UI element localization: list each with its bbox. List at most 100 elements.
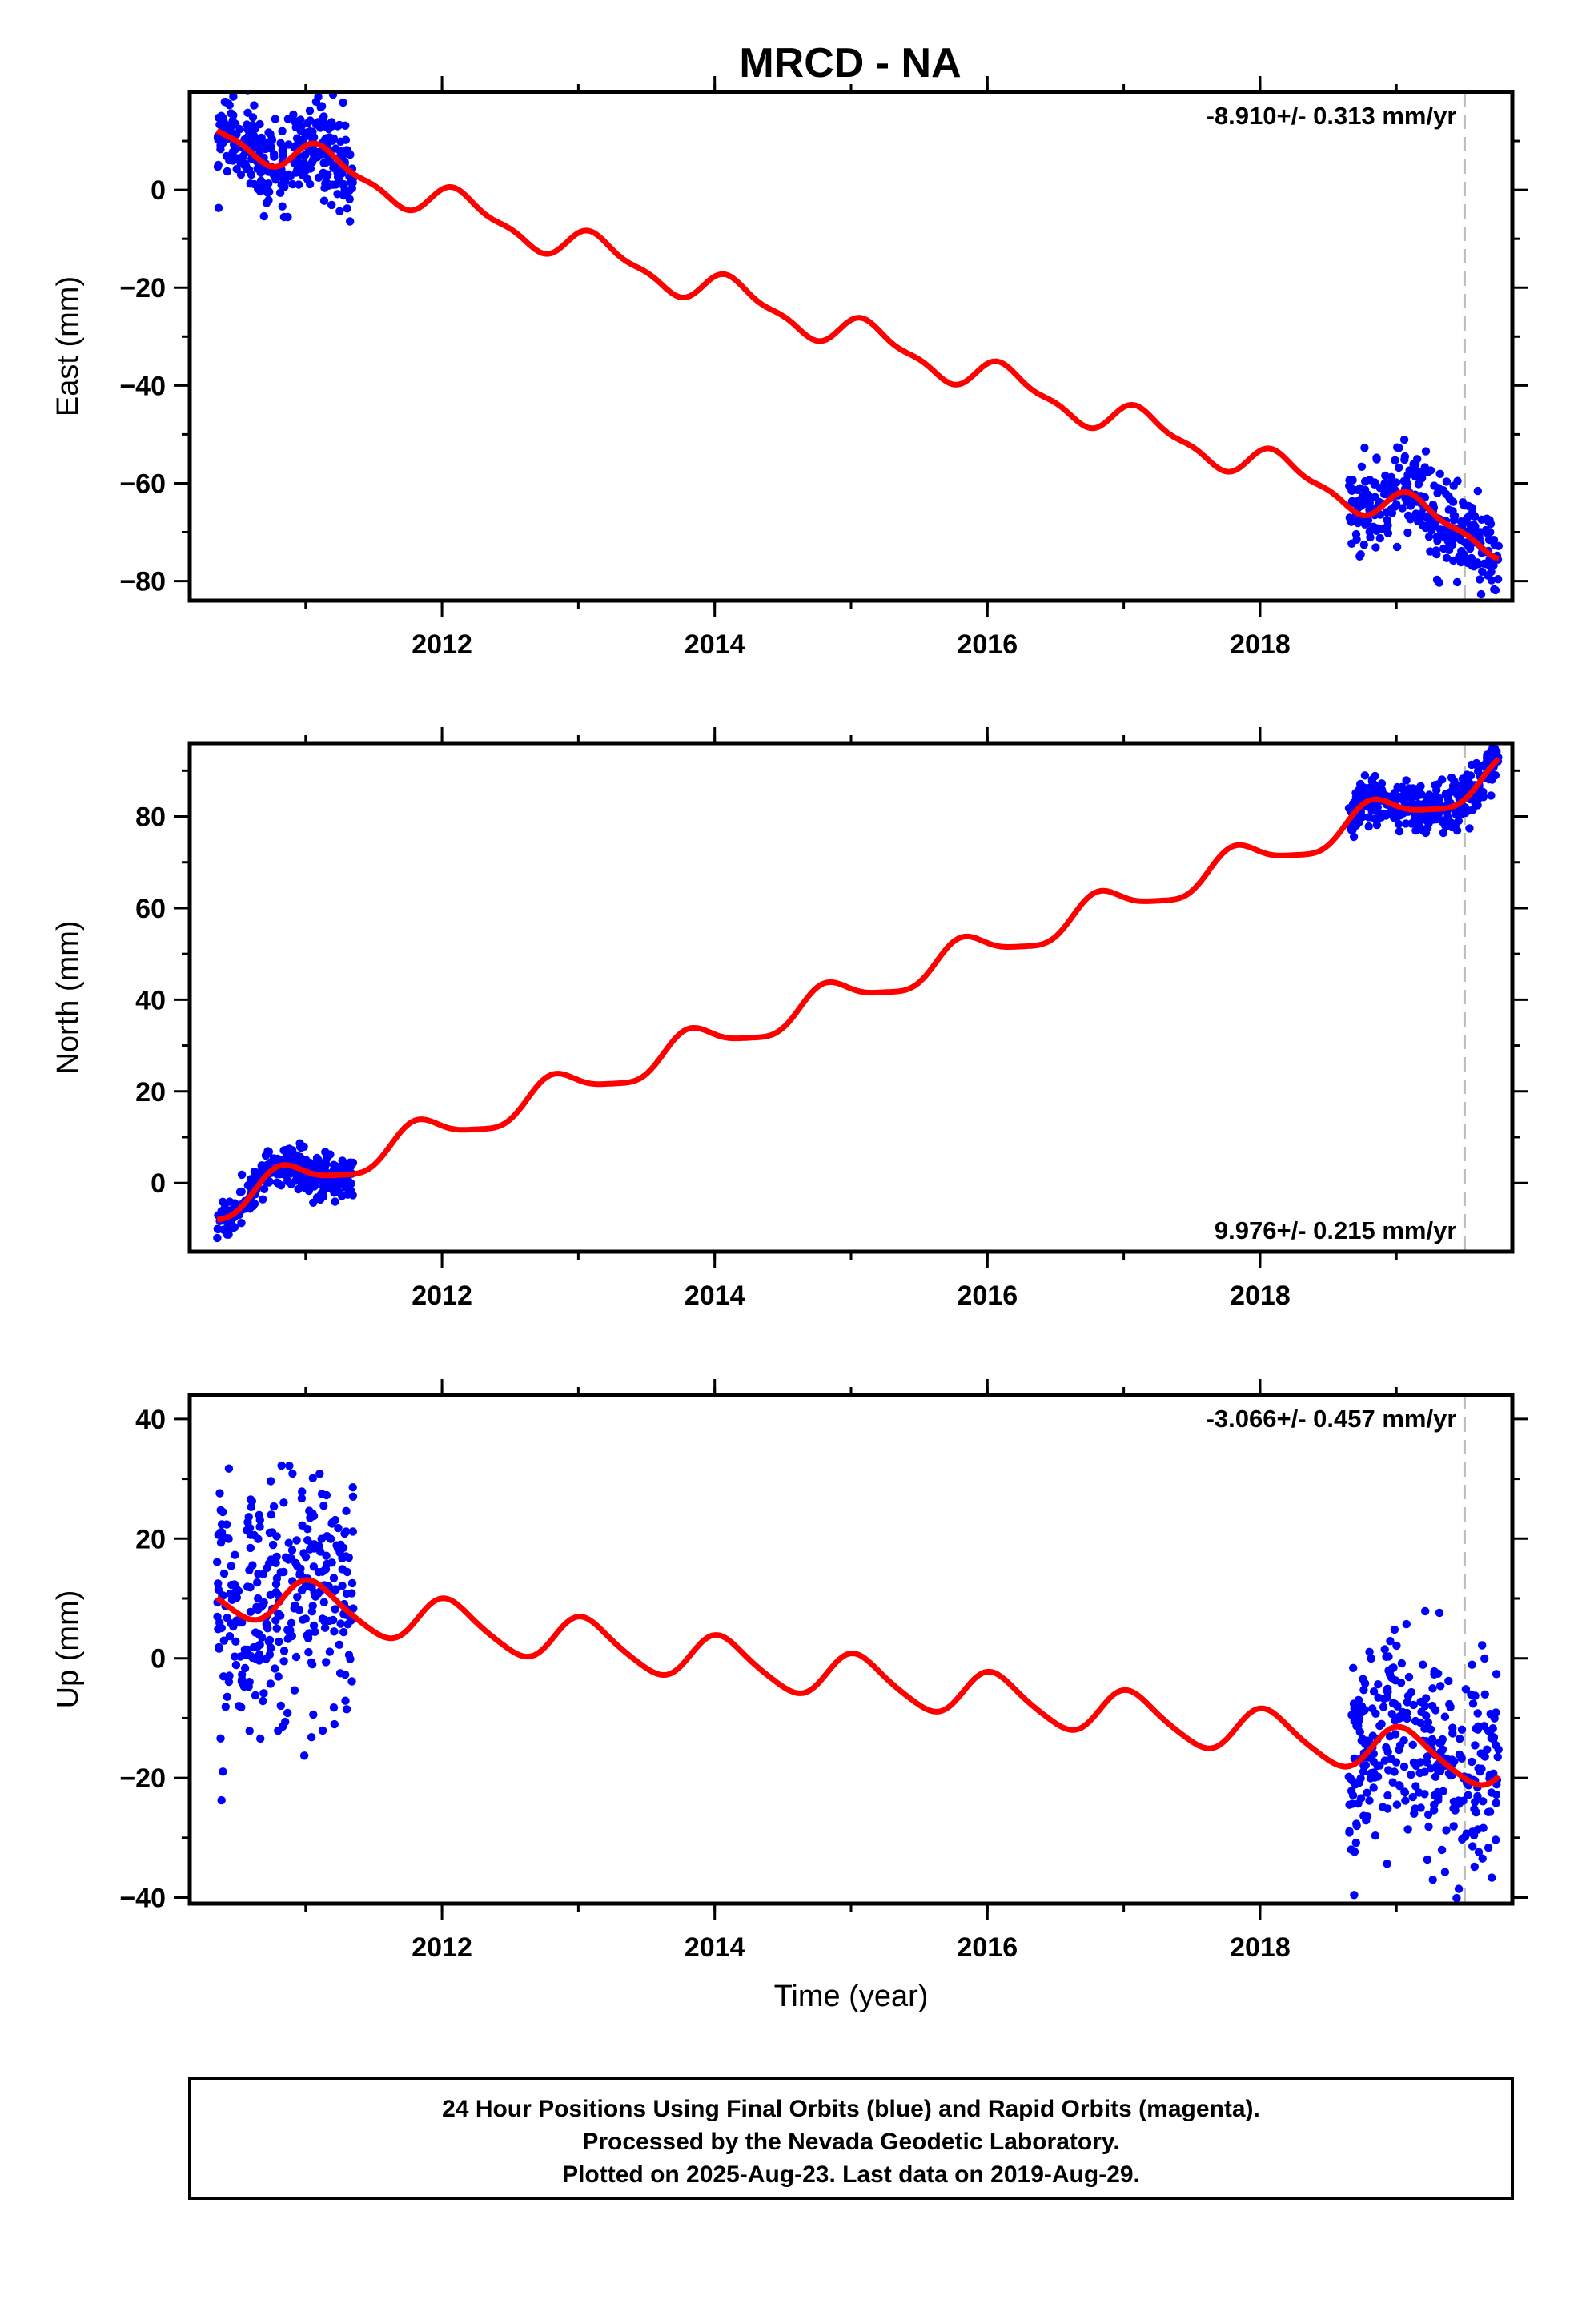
data-point	[1355, 1715, 1364, 1723]
data-point	[1397, 1659, 1407, 1668]
data-point	[1447, 773, 1456, 782]
data-point	[337, 169, 347, 178]
data-point	[1372, 453, 1381, 462]
data-point	[343, 146, 352, 155]
data-point	[346, 217, 355, 226]
data-point	[1400, 452, 1410, 461]
data-point	[284, 170, 293, 179]
data-point	[243, 1526, 251, 1535]
data-point	[339, 1627, 348, 1637]
data-point	[1388, 1699, 1398, 1708]
x-tick-label: 2014	[685, 629, 745, 660]
data-point	[335, 175, 343, 184]
data-point	[1369, 522, 1378, 531]
data-point	[329, 1574, 339, 1582]
data-point	[1348, 1791, 1358, 1800]
data-point	[1431, 1706, 1440, 1715]
data-point	[255, 1515, 264, 1525]
data-point	[312, 1193, 322, 1202]
data-point	[323, 1154, 331, 1163]
data-point	[348, 1492, 358, 1502]
data-point	[1430, 481, 1439, 490]
data-point	[1443, 791, 1452, 800]
data-point	[1447, 540, 1457, 549]
data-point	[216, 1734, 225, 1743]
data-point	[1390, 1625, 1399, 1634]
data-point	[1345, 1800, 1354, 1809]
data-point	[262, 199, 271, 207]
data-point	[1395, 444, 1403, 452]
data-point	[215, 1489, 224, 1498]
plot-area-up	[213, 1395, 1503, 1904]
data-point	[1478, 1641, 1487, 1650]
data-point	[322, 1551, 331, 1560]
data-point	[1477, 515, 1486, 524]
data-point	[297, 1586, 307, 1595]
data-point	[1347, 497, 1357, 505]
data-point	[1375, 533, 1385, 543]
data-point	[1465, 779, 1474, 788]
data-point	[1478, 1854, 1487, 1863]
y-axis-label: North (mm)	[51, 920, 85, 1074]
data-point	[1383, 810, 1393, 818]
data-point	[1360, 444, 1369, 452]
data-point	[1384, 1666, 1393, 1675]
data-point	[1383, 516, 1391, 525]
data-point	[332, 1541, 341, 1550]
data-point	[267, 1510, 275, 1519]
data-point	[283, 1634, 292, 1643]
data-point	[336, 137, 345, 146]
data-point	[227, 109, 235, 118]
data-point	[1428, 1684, 1437, 1693]
data-point	[329, 1703, 339, 1712]
rate-label-north: 9.976+/- 0.215 mm/yr	[1215, 1216, 1456, 1244]
data-point	[319, 1186, 328, 1196]
data-point	[1375, 790, 1383, 798]
x-tick-label: 2018	[1230, 629, 1291, 660]
data-point	[229, 92, 238, 101]
data-point	[224, 1464, 234, 1473]
data-point	[1355, 786, 1365, 795]
data-point	[1399, 1762, 1409, 1771]
data-point	[305, 1506, 314, 1515]
data-point	[1487, 576, 1496, 585]
data-point	[1464, 1791, 1472, 1799]
data-point	[1406, 501, 1415, 510]
data-point	[1364, 813, 1373, 822]
data-point	[223, 167, 231, 176]
data-point	[1487, 746, 1496, 755]
data-point	[315, 1542, 323, 1550]
data-point	[335, 1640, 344, 1649]
data-point	[1479, 1797, 1488, 1806]
data-point	[291, 117, 299, 126]
data-point	[316, 103, 325, 112]
data-point	[220, 1199, 229, 1208]
data-point	[232, 1584, 241, 1593]
data-point	[1428, 1876, 1437, 1884]
data-point	[1377, 779, 1387, 788]
data-point	[307, 1733, 316, 1742]
data-point	[213, 1233, 222, 1243]
data-point	[1347, 484, 1355, 493]
data-point	[1371, 543, 1380, 552]
data-point	[1407, 1687, 1416, 1697]
plot-area-north	[213, 743, 1503, 1252]
data-point	[279, 1498, 288, 1507]
data-point	[1476, 1749, 1485, 1758]
data-point	[347, 1589, 356, 1598]
data-point	[254, 1594, 263, 1603]
data-point	[264, 1559, 274, 1568]
data-point	[299, 1615, 307, 1624]
data-point	[297, 1143, 306, 1152]
data-point	[1422, 1758, 1431, 1767]
data-point	[278, 169, 287, 179]
data-point	[1426, 1725, 1435, 1734]
data-point	[1388, 1778, 1397, 1787]
data-point	[1357, 462, 1367, 471]
data-point	[331, 1605, 339, 1614]
data-point	[1355, 552, 1364, 561]
data-point	[1473, 486, 1483, 496]
data-point	[224, 99, 233, 108]
data-point	[1416, 1803, 1425, 1812]
data-point	[1394, 819, 1403, 829]
